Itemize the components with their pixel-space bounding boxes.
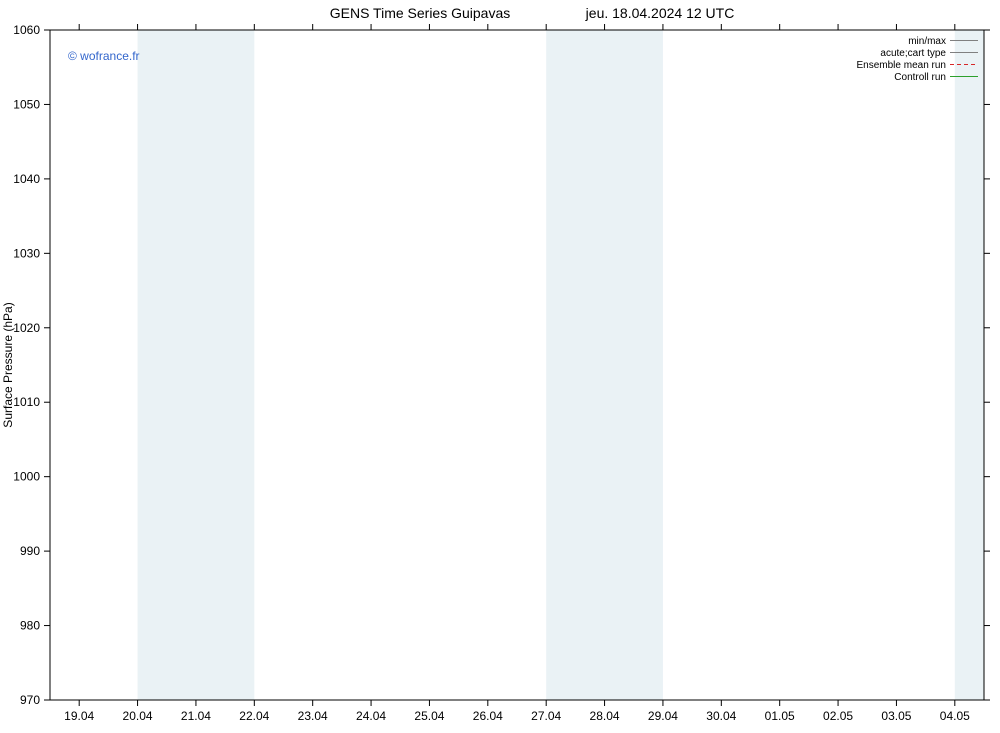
chart-title-right: jeu. 18.04.2024 12 UTC [585, 5, 735, 21]
weekend-band [138, 30, 255, 700]
y-tick-label: 1020 [13, 321, 40, 335]
y-tick-label: 1040 [13, 172, 40, 186]
y-tick-label: 1000 [13, 470, 40, 484]
y-tick-label: 1050 [13, 97, 40, 111]
x-tick-label: 03.05 [881, 709, 911, 723]
x-tick-label: 26.04 [473, 709, 503, 723]
y-tick-label: 1010 [13, 395, 40, 409]
x-tick-label: 25.04 [414, 709, 444, 723]
x-tick-label: 20.04 [123, 709, 153, 723]
x-tick-label: 21.04 [181, 709, 211, 723]
y-axis-label: Surface Pressure (hPa) [1, 302, 15, 427]
y-tick-label: 1030 [13, 246, 40, 260]
chart-title-left: GENS Time Series Guipavas [330, 5, 511, 21]
legend-label: Controll run [894, 72, 946, 83]
x-tick-label: 23.04 [298, 709, 328, 723]
legend-label: min/max [908, 36, 946, 47]
chart-container: 970 980 990 1000 1010 1020 1030 1040 1050 1060 19.… [0, 0, 1000, 733]
y-tick-label: 970 [20, 693, 40, 707]
x-tick-label: 29.04 [648, 709, 678, 723]
legend-label: acute;cart type [880, 48, 946, 59]
y-tick-label: 980 [20, 619, 40, 633]
x-tick-label: 01.05 [765, 709, 795, 723]
x-tick-label: 30.04 [706, 709, 736, 723]
x-tick-label: 19.04 [64, 709, 94, 723]
x-tick-label: 24.04 [356, 709, 386, 723]
watermark: © wofrance.fr [68, 49, 140, 63]
x-tick-label: 02.05 [823, 709, 853, 723]
y-tick-label: 1060 [13, 23, 40, 37]
y-tick-label: 990 [20, 544, 40, 558]
x-tick-label: 28.04 [590, 709, 620, 723]
weekend-band [955, 30, 984, 700]
weekend-band [546, 30, 663, 700]
x-tick-label: 27.04 [531, 709, 561, 723]
x-tick-label: 04.05 [940, 709, 970, 723]
x-tick-label: 22.04 [239, 709, 269, 723]
legend-label: Ensemble mean run [857, 60, 947, 71]
pressure-chart: 970 980 990 1000 1010 1020 1030 1040 1050 1060 19.… [0, 0, 1000, 733]
